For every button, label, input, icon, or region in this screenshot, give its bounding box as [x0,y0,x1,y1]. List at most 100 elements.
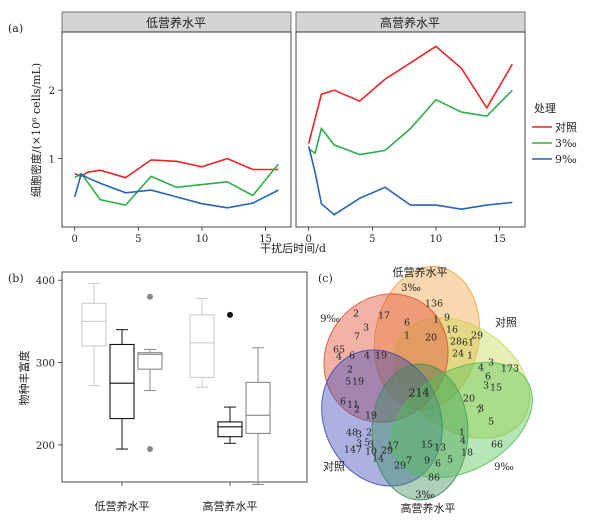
plot-frame-b [61,271,308,483]
venn-region-value: 24 [452,349,464,360]
legend: 处理 对照 3‰ 9‰ [532,102,577,166]
venn-label-bottom-title: 高营养水平 [401,501,456,515]
venn-label-left-control: 对照 [323,459,345,473]
x-tick-label: 0 [306,234,312,245]
venn-region-value: 28 [450,337,462,348]
facet-title-high: 高营养水平 [380,15,440,30]
venn-region-value: 4 [460,436,466,447]
venn-region-value: 19 [375,351,387,362]
venn-region-value: 29 [381,446,393,457]
venn-region-value: 6 [349,351,355,362]
legend-label-3permil: 3‰ [555,137,577,150]
venn-region-value: 15 [421,440,433,451]
x-tick-label: 15 [493,234,506,245]
venn-region-value: 147 [344,445,362,456]
box-body [109,343,135,420]
venn-region-value: 5 [488,417,494,428]
venn-region-value: 14 [372,454,384,465]
venn-region-value: 3 [483,381,489,392]
venn-region-value: 48 [346,428,358,439]
venn-region-value: 7 [476,406,482,417]
y-tick-label: 300 [36,359,55,370]
venn-region-value: 6 [435,459,441,470]
venn-region-value: 136 [425,299,443,310]
venn-region-value: 7 [406,456,412,467]
plot-frame-low [61,31,292,228]
venn-region-value: 19 [365,411,377,422]
venn-region-value: 1 [433,315,439,326]
panel-c-label: (c) [318,272,333,285]
series-line [307,146,513,216]
venn-region-value: 5 [447,455,453,466]
venn-region-value: 4 [364,351,370,362]
venn-region-value: 17 [387,441,399,452]
series-line [74,157,279,179]
x-tick-label: 10 [196,234,209,245]
facet-title-low: 低营养水平 [146,15,206,30]
venn-region-value: 2 [347,365,353,376]
venn-region-value: 3 [488,358,494,369]
panel-b-label: (b) [8,272,24,285]
venn-region-value: 6 [340,397,346,408]
venn-region-value: 11 [347,400,359,411]
venn-region-value: 65 [333,345,345,356]
venn-region-value: 5 [345,377,351,388]
venn-region-value: 20 [463,394,475,405]
venn-region-value: 29 [471,331,483,342]
venn-set-ellipse [323,293,449,423]
venn-region-value: 4 [336,352,342,363]
y-tick-label: 2 [49,86,55,97]
x-category-label: 低营养水平 [95,499,150,513]
venn-region-value: 10 [365,447,377,458]
x-tick-label: 10 [430,234,443,245]
legend-title: 处理 [534,102,556,115]
series-line [74,163,279,206]
box-outlier [227,311,233,318]
venn-region-value: 4 [478,363,484,374]
venn-region-value: 2 [366,428,372,439]
venn-region-value: 214 [409,387,430,400]
series-line [73,173,279,209]
y-axis-label-a: 细胞密度/(×10⁶ cells/mL) [29,63,43,197]
venn-region-value: 3 [363,323,369,334]
venn-label-top-3permil: 3‰ [401,283,421,294]
venn-label-right-control: 对照 [495,315,517,329]
venn-region-value: 6 [404,318,410,329]
venn-region-value: 18 [461,448,473,459]
box-outlier [147,293,153,300]
venn-set-ellipse [373,266,481,410]
x-tick-label: 5 [369,234,375,245]
box-body [245,381,271,434]
venn-region-value: 61 [462,338,474,349]
venn-set-ellipse [321,349,443,487]
venn-label-bottom-3permil: 3‰ [415,490,435,501]
box-body [217,421,243,438]
plot-frame-high [295,31,526,228]
y-tick-label: 1 [49,155,55,166]
venn-region-value: 7 [354,332,360,343]
y-axis-label-b: 物种丰富度 [17,351,31,406]
venn-shapes [321,266,533,501]
x-tick-label: 5 [135,234,141,245]
venn-region-value: 6 [485,372,491,383]
x-tick-label: 15 [259,234,272,245]
venn-label-top-title: 低营养水平 [393,265,448,279]
series-line [307,45,513,144]
venn-region-value: 20 [425,333,437,344]
panel-b-box-chart: 物种丰富度 200 300 400 低营养水平 高营养水平 [17,271,308,513]
venn-set-ellipse [391,361,533,479]
venn-region-value: 13 [434,443,446,454]
venn-region-value: 1 [467,351,473,362]
box-body [137,352,163,370]
venn-label-right-9permil: 9‰ [494,462,514,473]
box-body [189,314,215,378]
venn-region-value: 3 [356,430,362,441]
x-tick-label: 0 [72,234,78,245]
venn-region-value: 86 [428,473,440,484]
y-tick-label: 400 [36,276,55,287]
venn-region-value: 3 [368,440,374,451]
x-axis-label-a: 干扰后时间/d [260,241,326,255]
